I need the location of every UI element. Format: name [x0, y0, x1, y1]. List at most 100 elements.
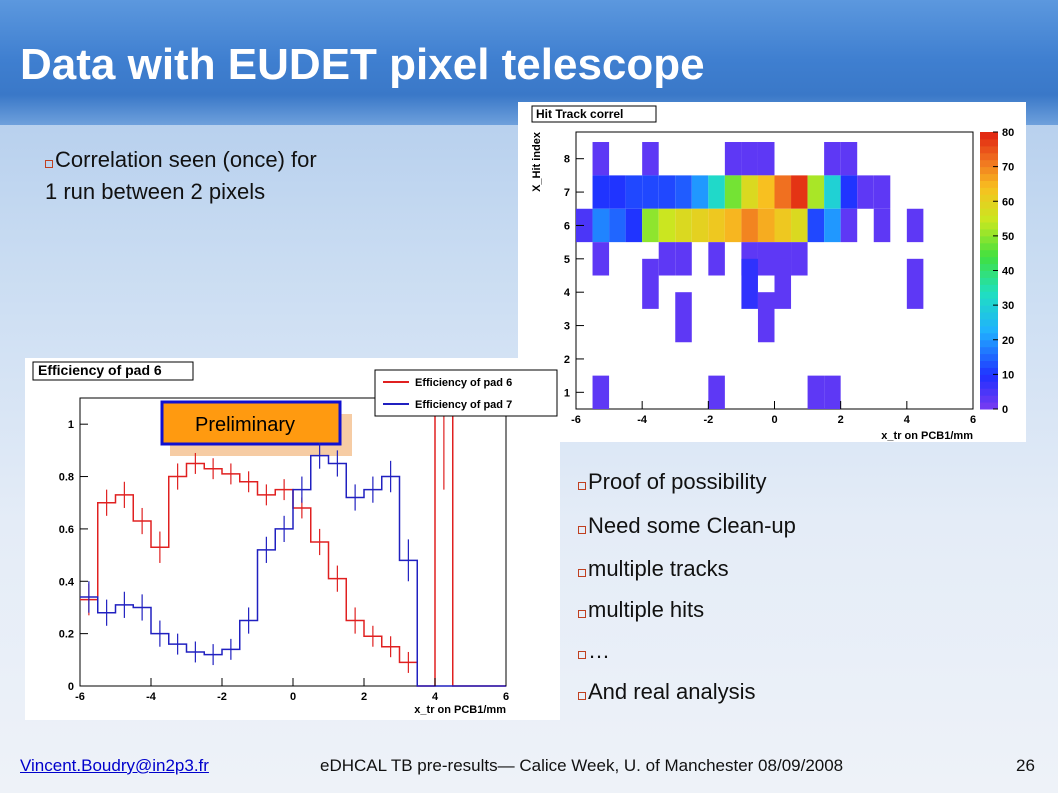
heatmap-x-tick-label: 4 [904, 414, 911, 426]
efficiency-legend-label: Efficiency of pad 6 [415, 377, 512, 389]
heatmap-cell [642, 142, 659, 176]
bullet-square-icon [578, 651, 586, 659]
bullet-right-1: Proof of possibility [578, 469, 767, 495]
efficiency-title-box [32, 361, 194, 381]
heatmap-y-tick-label: 7 [564, 187, 570, 199]
colorbar-segment [980, 235, 998, 244]
colorbar-segment [980, 381, 998, 389]
heatmap-cell [774, 208, 792, 243]
colorbar-segment [980, 228, 998, 237]
footer-email[interactable]: Vincent.Boudry@in2p3.fr [20, 756, 209, 776]
heatmap-cell [675, 292, 692, 343]
heatmap-cell [840, 175, 858, 209]
colorbar-segment [980, 353, 998, 362]
heatmap-cell [708, 375, 725, 409]
colorbar-segment [980, 374, 998, 382]
efficiency-x-tick-label: 0 [290, 691, 296, 703]
heatmap-cell [691, 208, 709, 243]
efficiency-x-tick-label: 6 [503, 691, 509, 703]
heatmap-cell [757, 142, 775, 176]
heatmap-cell [658, 208, 676, 243]
heatmap-cell [724, 208, 742, 243]
efficiency-x-tick-label: 4 [432, 691, 439, 703]
colorbar-segment [980, 222, 998, 230]
colorbar-segment [980, 187, 998, 195]
heatmap-cell [873, 208, 891, 243]
heatmap-cell [757, 208, 775, 243]
heatmap-cell [807, 175, 825, 209]
slide-title: Data with EUDET pixel telescope [20, 40, 705, 89]
colorbar-segment [980, 215, 998, 223]
colorbar-segment [980, 291, 998, 299]
efficiency-panel: Efficiency of pad 6 Preliminary -6 -4 -2 0 2 4 6… [25, 358, 560, 720]
heatmap-x-tick-label: -6 [571, 414, 581, 426]
efficiency-y-tick-label: 0.6 [59, 524, 74, 536]
heatmap-cell [791, 175, 808, 209]
colorbar-segment [980, 318, 998, 327]
heatmap-title: Hit Track correl [536, 107, 623, 121]
heatmap-cell [906, 208, 924, 243]
heatmap-x-axis-label: x_tr on PCB1/mm [881, 430, 973, 442]
efficiency-series-line [80, 454, 506, 687]
heatmap-cell [576, 208, 593, 243]
colorbar-segment [980, 360, 998, 368]
heatmap-cell [791, 208, 808, 243]
bullet-right-5: … [578, 638, 610, 664]
colorbar-segment [980, 152, 998, 161]
efficiency-title: Efficiency of pad 6 [38, 362, 162, 378]
heatmap-cell [741, 258, 758, 309]
footer-email-link[interactable]: Vincent.Boudry@in2p3.fr [20, 756, 209, 775]
efficiency-x-tick-label: -4 [146, 691, 157, 703]
colorbar-tick-label: 0 [1002, 404, 1008, 416]
heatmap-cell [592, 175, 610, 209]
heatmap-cell [592, 208, 610, 243]
heatmap-title-box [531, 105, 657, 123]
heatmap-cell [724, 142, 742, 176]
efficiency-legend-label: Efficiency of pad 7 [415, 399, 512, 411]
heatmap-cell [592, 242, 610, 276]
colorbar-segment [980, 180, 998, 188]
colorbar-segment [980, 194, 998, 202]
colorbar-tick-label: 80 [1002, 127, 1014, 139]
colorbar-segment [980, 298, 998, 306]
colorbar-segment [980, 249, 998, 258]
colorbar-segment [980, 402, 998, 410]
colorbar-tick-label: 70 [1002, 162, 1014, 174]
heatmap-cell [675, 208, 692, 243]
colorbar-segment [980, 367, 998, 375]
bullet-square-icon [578, 482, 586, 490]
heatmap-x-tick-label: 2 [838, 414, 844, 426]
colorbar-segment [980, 388, 998, 396]
heatmap-panel: Hit Track correl -6 -4 -2 0 2 4 6 1 2 3 4 5 6 7 8 x_tr o… [518, 102, 1026, 442]
heatmap-cell [741, 208, 758, 243]
heatmap-cell [642, 258, 659, 309]
heatmap-cell [691, 175, 709, 209]
colorbar-segment [980, 166, 998, 175]
efficiency-legend-box [374, 369, 558, 417]
heatmap-cell [807, 375, 825, 409]
colorbar-tick-label: 10 [1002, 369, 1014, 381]
bullet-right-2: Need some Clean-up [578, 513, 796, 539]
heatmap-cell [807, 208, 825, 243]
heatmap-cell [675, 242, 692, 276]
colorbar-segment [980, 312, 998, 320]
heatmap-cell [824, 142, 841, 176]
efficiency-x-axis-label: x_tr on PCB1/mm [414, 704, 506, 716]
heatmap-cell [609, 208, 626, 243]
colorbar-segment [980, 201, 998, 209]
colorbar-tick-label: 20 [1002, 335, 1014, 347]
bullet-square-icon [45, 160, 53, 168]
heatmap-cell [774, 258, 792, 309]
heatmap-cell [609, 175, 626, 209]
bullet-top-2: 1 run between 2 pixels [45, 179, 266, 204]
heatmap-x-tick-label: 0 [771, 414, 777, 426]
colorbar-tick-label: 40 [1002, 266, 1014, 278]
preliminary-box [160, 400, 342, 446]
heatmap-cell [774, 175, 792, 209]
bullet-top-1: Correlation seen (once) for [45, 147, 317, 173]
efficiency-y-tick-label: 0 [68, 681, 74, 693]
colorbar-segment [980, 256, 998, 265]
heatmap-x-tick-label: -4 [637, 414, 648, 426]
footer-center: eDHCAL TB pre-results— Calice Week, U. o… [320, 756, 844, 775]
bullet-right-3: multiple tracks [578, 556, 729, 582]
